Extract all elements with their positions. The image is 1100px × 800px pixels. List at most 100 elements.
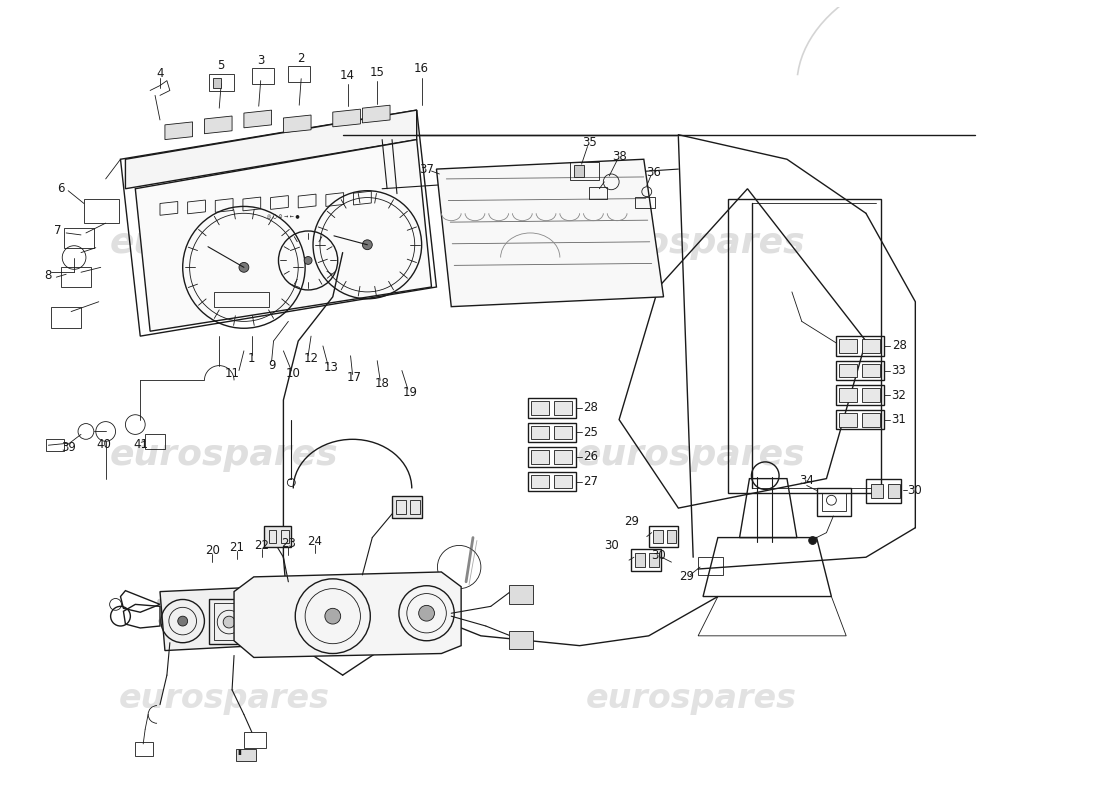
Text: eurospares: eurospares — [576, 438, 805, 472]
Text: eurospares: eurospares — [576, 226, 805, 260]
Bar — [839, 413, 857, 426]
Text: 30: 30 — [908, 484, 922, 497]
Text: 33: 33 — [892, 364, 906, 377]
Text: 31: 31 — [892, 413, 906, 426]
Bar — [862, 364, 880, 378]
Text: 7: 7 — [54, 225, 62, 238]
Bar — [528, 447, 575, 467]
Text: 22: 22 — [254, 539, 270, 552]
Circle shape — [239, 262, 249, 272]
Bar — [866, 478, 901, 503]
Bar — [649, 526, 679, 547]
Polygon shape — [205, 116, 232, 134]
Circle shape — [178, 616, 188, 626]
Text: 14: 14 — [340, 70, 355, 82]
Text: 23: 23 — [280, 537, 296, 550]
Text: ◎ ○ ⊙ → ← ●: ◎ ○ ⊙ → ← ● — [267, 214, 299, 218]
Text: eurospares: eurospares — [110, 438, 339, 472]
Text: 30: 30 — [604, 539, 619, 552]
Bar — [46, 439, 64, 451]
Bar — [871, 483, 882, 498]
Bar — [531, 401, 549, 414]
Bar — [213, 78, 221, 87]
Bar — [649, 554, 659, 567]
Bar — [839, 364, 857, 378]
Bar — [839, 339, 857, 353]
Text: 29: 29 — [679, 570, 694, 583]
Bar — [862, 339, 880, 353]
Bar — [84, 198, 119, 223]
Bar — [816, 489, 851, 516]
Bar — [554, 401, 572, 414]
Text: 10: 10 — [286, 367, 300, 380]
Polygon shape — [135, 140, 431, 331]
Text: 16: 16 — [414, 62, 429, 75]
Bar — [528, 472, 575, 491]
Bar — [410, 500, 420, 514]
Text: 21: 21 — [230, 541, 244, 554]
Bar — [252, 68, 274, 83]
Text: 8: 8 — [44, 269, 52, 282]
Bar — [554, 474, 572, 489]
Bar — [209, 74, 234, 91]
Bar — [635, 197, 654, 208]
Text: 41: 41 — [134, 438, 148, 450]
Bar — [822, 494, 846, 511]
Circle shape — [419, 606, 435, 621]
Bar — [135, 742, 153, 756]
Circle shape — [324, 608, 341, 624]
Text: 24: 24 — [308, 535, 322, 548]
Text: ▮: ▮ — [236, 749, 241, 754]
Bar — [836, 410, 883, 430]
Text: 35: 35 — [582, 136, 597, 149]
Text: 36: 36 — [646, 166, 661, 178]
Text: 34: 34 — [800, 474, 814, 487]
Bar — [888, 483, 900, 498]
Bar — [574, 165, 584, 177]
Text: 38: 38 — [612, 150, 627, 163]
Text: 12: 12 — [304, 352, 319, 366]
Text: 19: 19 — [403, 386, 417, 398]
Bar — [839, 388, 857, 402]
Text: 17: 17 — [346, 371, 362, 384]
Bar — [288, 66, 310, 82]
Bar — [528, 398, 575, 418]
Bar — [282, 530, 289, 543]
Bar — [244, 732, 265, 748]
Bar — [698, 558, 723, 575]
Bar — [214, 292, 268, 306]
Polygon shape — [362, 106, 390, 123]
Bar — [728, 198, 881, 494]
Circle shape — [223, 616, 235, 628]
Bar — [836, 386, 883, 405]
Text: 11: 11 — [224, 367, 240, 380]
Bar — [635, 554, 645, 567]
Text: 28: 28 — [892, 339, 906, 353]
Polygon shape — [333, 109, 361, 127]
Text: 40: 40 — [97, 438, 111, 450]
Bar — [667, 530, 676, 543]
Bar — [268, 530, 276, 543]
Bar — [214, 603, 244, 640]
Text: 18: 18 — [375, 377, 389, 390]
Polygon shape — [284, 115, 311, 133]
Bar — [209, 599, 249, 644]
Text: 25: 25 — [584, 426, 598, 439]
Bar — [554, 426, 572, 439]
Text: 28: 28 — [584, 402, 598, 414]
Text: 15: 15 — [370, 66, 385, 79]
Polygon shape — [125, 110, 417, 189]
Text: eurospares: eurospares — [585, 682, 796, 715]
Circle shape — [362, 240, 372, 250]
Polygon shape — [234, 572, 461, 658]
Bar — [531, 474, 549, 489]
Text: 29: 29 — [624, 515, 639, 528]
Bar — [236, 749, 256, 761]
Text: 26: 26 — [584, 450, 598, 463]
Polygon shape — [244, 110, 272, 128]
Bar — [862, 413, 880, 426]
Text: 6: 6 — [57, 182, 64, 195]
Text: 13: 13 — [323, 361, 338, 374]
Text: 4: 4 — [156, 67, 164, 80]
Bar — [52, 306, 81, 328]
